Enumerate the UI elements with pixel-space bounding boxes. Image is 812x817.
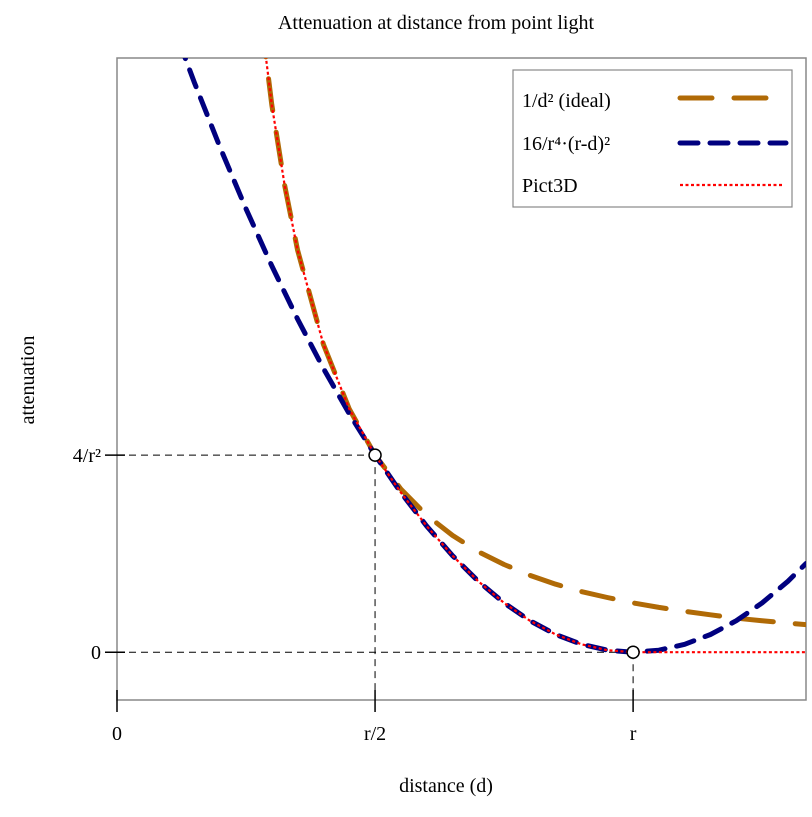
series-line-0 xyxy=(263,58,806,628)
x-tick-label: r xyxy=(630,723,637,745)
reference-point-marker xyxy=(368,448,382,462)
y-axis-label: attenuation xyxy=(17,336,39,425)
x-axis-label: distance (d) xyxy=(399,775,493,797)
y-tick-label: 0 xyxy=(91,642,101,664)
plot-frame xyxy=(116,57,807,701)
series-line-1 xyxy=(182,58,806,655)
reference-point-marker xyxy=(626,645,640,659)
x-tick-label: r/2 xyxy=(364,723,386,745)
legend-label-quadratic: 16/r⁴·(r-d)² xyxy=(522,133,610,155)
legend: 1/d² (ideal) 16/r⁴·(r-d)² Pict3D xyxy=(512,69,793,208)
chart-title: Attenuation at distance from point light xyxy=(278,12,594,34)
x-tick-label: 0 xyxy=(112,723,122,745)
y-tick-label: 4/r² xyxy=(73,445,101,467)
legend-label-pict3d: Pict3D xyxy=(522,175,578,197)
legend-label-ideal: 1/d² (ideal) xyxy=(522,90,611,112)
